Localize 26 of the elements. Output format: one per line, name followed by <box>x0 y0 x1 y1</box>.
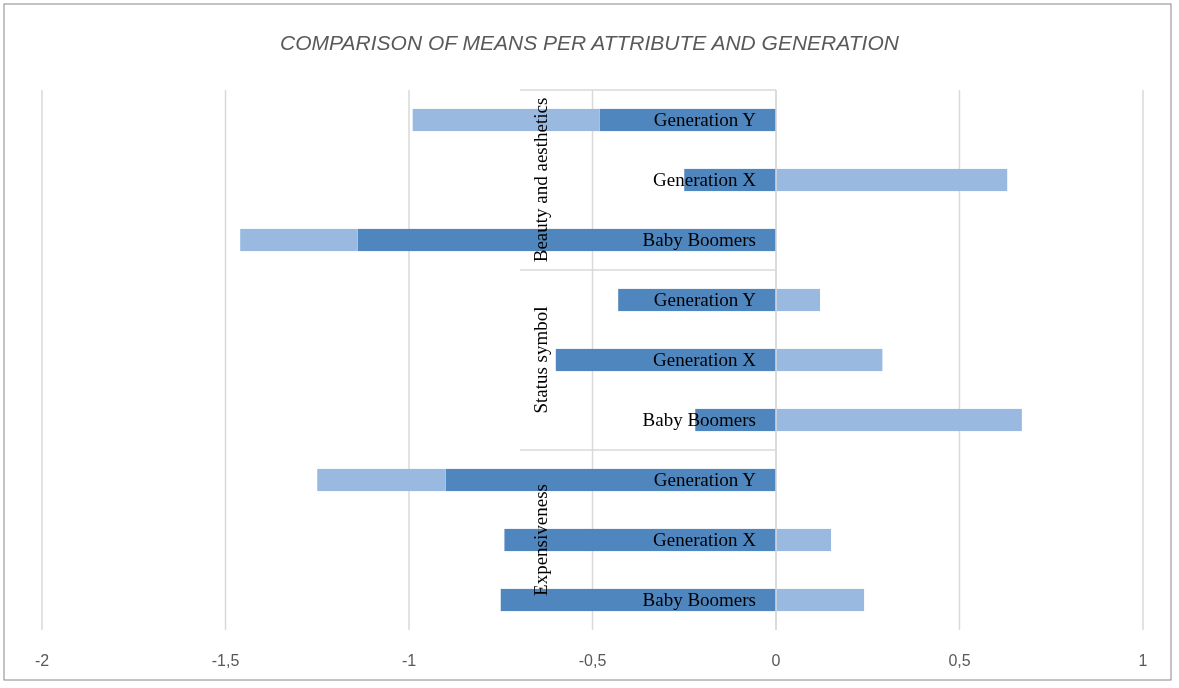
y-tick-label: Baby Boomers <box>642 589 756 610</box>
bar <box>776 408 1022 432</box>
bar <box>776 288 821 312</box>
bar <box>776 588 865 612</box>
bar <box>776 168 1008 192</box>
x-tick-label: -2 <box>34 652 50 669</box>
x-tick-label: 0 <box>771 652 781 669</box>
annotation: Status symbol <box>530 306 551 414</box>
bar <box>240 228 358 252</box>
y-tick-label: Baby Boomers <box>642 229 756 250</box>
y-tick-label: Generation X <box>653 529 757 550</box>
bar <box>776 528 832 552</box>
y-tick-label: Generation X <box>653 349 757 370</box>
y-tick-label: Generation Y <box>653 289 757 310</box>
x-tick-label: -1,5 <box>211 652 240 669</box>
x-tick-label: -0,5 <box>578 652 607 669</box>
annotation: Expensiveness <box>530 484 551 596</box>
y-tick-label: Generation Y <box>653 109 757 130</box>
x-tick-label: 1 <box>1138 652 1148 669</box>
bar <box>776 348 883 372</box>
x-tick-label: -1 <box>401 652 417 669</box>
y-tick-label: Generation Y <box>653 469 757 490</box>
chart-title: COMPARISON OF MEANS PER ATTRIBUTE AND GENERATION <box>280 31 900 54</box>
annotation: Beauty and aesthetics <box>530 97 551 263</box>
bar <box>317 468 446 492</box>
x-tick-label: 0,5 <box>948 652 971 669</box>
